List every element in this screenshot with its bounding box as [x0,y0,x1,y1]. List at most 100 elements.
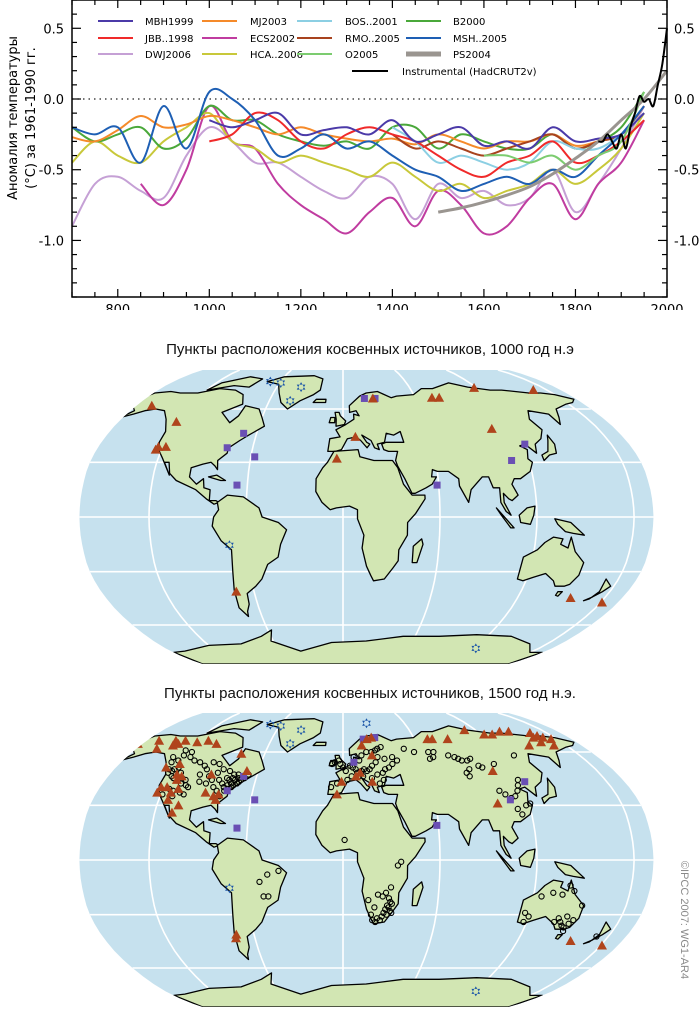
land-newzealand [582,578,612,602]
site-marker-circle [216,760,223,768]
site-marker-triangle [442,734,453,744]
site-marker-circle [490,760,498,768]
site-marker-circle [377,743,384,751]
site-marker-circle [376,780,383,787]
axes: 800 1000 1200 1400 1600 1800 2000 0.5 0.5 0.0 0.0 -… [39,0,699,310]
y-tick-label: 0.5 [43,22,64,37]
map-1000-title: Пункты расположения косвенных источников… [166,341,574,358]
site-marker-circle [400,745,407,752]
site-marker-circle [527,800,534,807]
y-tick-label-right: -1.0 [674,234,699,249]
legend-label: RMO..2005 [345,34,400,45]
site-marker-circle [393,757,401,764]
site-marker-circle [218,780,226,787]
site-marker-circle [475,762,482,769]
land-greenland [266,718,324,753]
land-sumatra [495,850,515,872]
site-marker-square [371,734,379,742]
series-line-mbh1999 [208,111,645,150]
x-tick-label: 1800 [559,303,592,310]
land-tasmania [554,934,563,940]
site-marker-circle [215,776,223,784]
site-marker-circle [227,780,235,787]
site-marker-circle [335,757,343,764]
legend-item-b2000: B2000 [406,17,485,28]
legend-item-ecs2002: ECS2002 [202,34,295,45]
site-marker-triangle [174,758,185,768]
site-marker-circle [385,904,392,911]
site-marker-circle [231,771,238,778]
temperature-reconstruction-chart: 800 1000 1200 1400 1600 1800 2000 0.5 0.5 0.0 0.0 -… [6,0,699,310]
site-marker-square [223,444,231,452]
land-japan [541,777,558,805]
site-marker-circle [387,898,394,906]
legend-label: BOS..2001 [345,17,398,28]
series-line-o2005 [483,91,646,171]
legend-label: ECS2002 [250,34,295,45]
site-marker-star [285,395,295,406]
site-marker-circle [381,755,388,762]
copyright-notice: ©IPCC 2007: WG1-AR4 [678,860,690,980]
site-marker-triangle [192,737,203,747]
site-marker-triangle [173,783,184,793]
series-line-ps2004 [437,69,669,214]
site-marker-triangle [331,789,342,799]
legend-label: PS2004 [453,50,491,61]
site-marker-circle [550,889,557,896]
site-marker-circle [371,904,378,911]
land-cuba [207,817,227,825]
site-marker-star [471,986,481,997]
site-marker-circle [565,920,572,927]
site-marker-circle [426,755,434,762]
site-marker-circle [358,752,365,759]
site-marker-circle [327,783,335,791]
site-marker-circle [388,753,396,761]
land-namerica [119,387,266,505]
land-australia [516,879,585,930]
legend-label: B2000 [453,17,485,28]
site-marker-star [265,719,275,730]
land-samerica [211,837,288,961]
site-marker-circle [196,778,203,785]
site-marker-circle [567,882,574,889]
site-marker-triangle [154,735,165,745]
land-samerica [211,494,288,618]
legend-item-o2005: O2005 [297,50,378,61]
site-marker-triangle [162,794,173,804]
meridian-line [497,370,635,664]
site-marker-triangle [152,787,163,797]
site-marker-circle [226,776,233,784]
site-marker-circle [187,753,194,761]
site-marker-star [225,883,234,894]
site-marker-circle [182,747,189,754]
land-africa [315,448,426,582]
land-antarctica [173,629,543,664]
land-eurasia [327,725,575,859]
site-marker-star [265,376,275,387]
site-marker-triangle [166,807,177,817]
site-marker-circle [387,884,395,891]
site-marker-circle [467,755,474,762]
site-marker-circle [380,776,387,784]
site-marker-circle [220,766,227,773]
site-marker-square [251,453,259,461]
site-marker-triangle [503,726,514,736]
y-tick-label-right: -0.5 [674,164,699,179]
land-eurasia [327,382,575,516]
land-iceland [312,398,327,404]
site-marker-triangle [180,735,191,745]
site-marker-triangle [171,416,182,426]
site-marker-triangle [492,798,503,808]
proxy-site-markers [132,718,607,997]
site-marker-triangle [356,740,367,750]
site-marker-circle [560,924,567,931]
y-tick-label-right: 0.0 [674,93,695,108]
land-newguinea [554,861,586,879]
site-marker-circle [445,752,452,759]
site-marker-star [225,540,234,551]
landmasses [119,718,612,1007]
site-marker-triangle [231,586,242,596]
site-marker-circle [202,780,210,787]
site-marker-triangle [486,423,497,433]
site-marker-star [296,725,306,736]
